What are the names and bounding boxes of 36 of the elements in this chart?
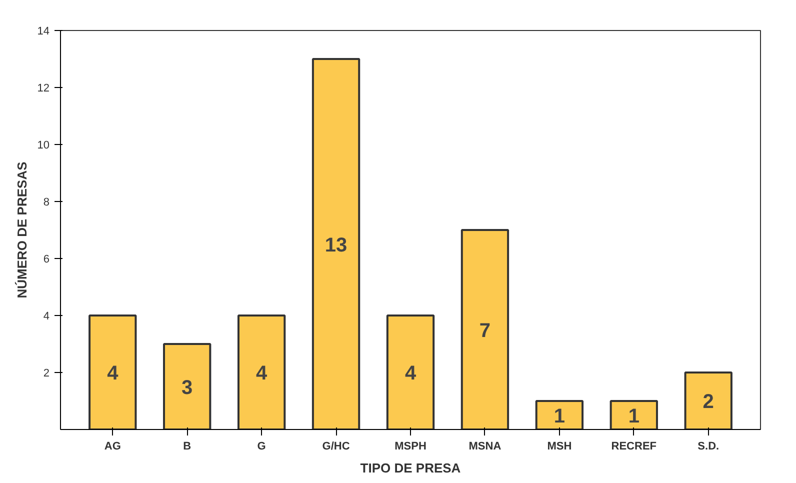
x-tick-label: B — [183, 440, 192, 452]
data-label: 13 — [324, 234, 348, 256]
bar — [88, 314, 137, 430]
y-tick-label: 4 — [43, 310, 50, 322]
y-axis-title: NÚMERO DE PRESAS — [14, 161, 30, 298]
data-label: 4 — [107, 362, 120, 384]
bar — [386, 314, 435, 430]
x-tick-label: G — [257, 440, 266, 452]
bar — [312, 58, 360, 430]
data-label: 4 — [404, 362, 417, 384]
bar — [163, 343, 212, 430]
bar — [460, 229, 510, 430]
x-tick-label: AG — [104, 440, 121, 452]
bar — [535, 400, 584, 430]
y-tick-label: 8 — [43, 196, 50, 208]
data-label: 1 — [628, 405, 640, 428]
x-tick-label: MSNA — [468, 440, 502, 452]
y-tick-label: 10 — [37, 140, 50, 152]
x-tick-label: MSH — [547, 440, 572, 452]
bar — [684, 372, 732, 430]
data-label: 7 — [479, 320, 491, 342]
y-tick-label: 6 — [43, 254, 50, 266]
y-tick-label: 12 — [37, 82, 50, 94]
data-label: 2 — [702, 391, 714, 413]
x-tick-label: G/HC — [322, 440, 350, 452]
data-label: 4 — [256, 362, 268, 384]
bar — [610, 400, 658, 430]
data-label: 1 — [554, 405, 565, 428]
x-tick-label: S.D. — [698, 440, 720, 452]
y-tick-label: 2 — [43, 368, 50, 380]
bar — [237, 314, 286, 430]
x-tick-label: RECREF — [611, 440, 657, 452]
data-label: 3 — [182, 376, 193, 399]
x-axis-title: TIPO DE PRESA — [360, 460, 462, 476]
x-tick-label: MSPH — [394, 440, 426, 452]
y-tick-label: 14 — [37, 26, 50, 38]
